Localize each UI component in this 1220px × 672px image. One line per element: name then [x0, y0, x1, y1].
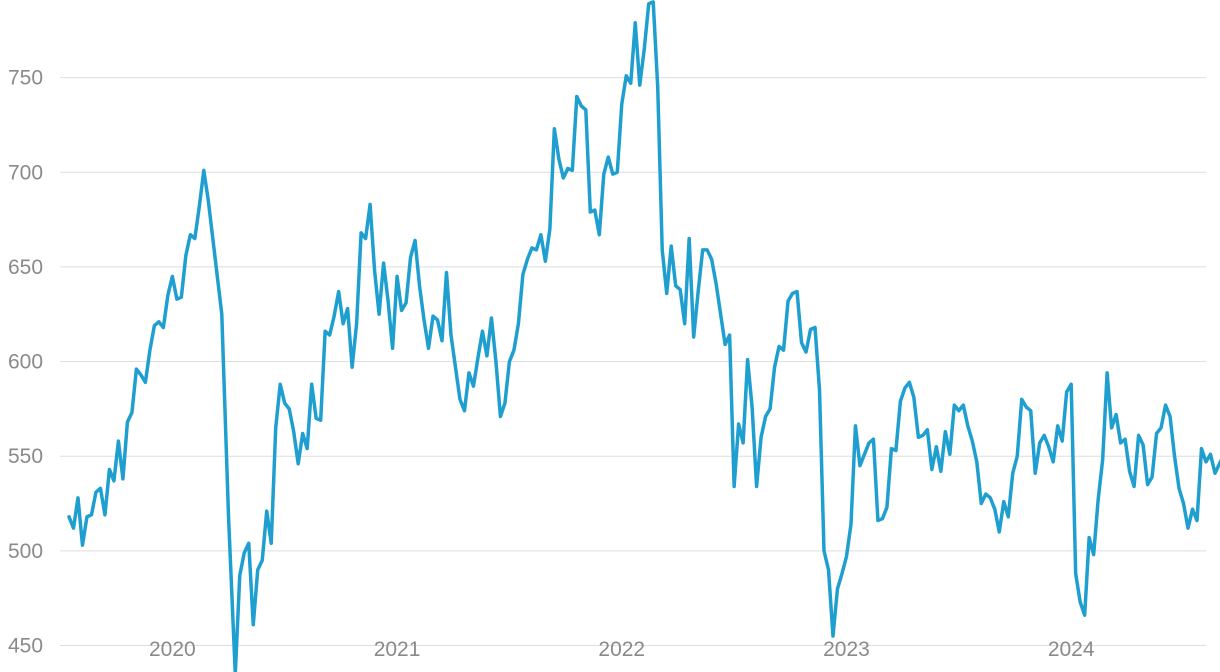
- x-tick-label: 2022: [598, 638, 645, 661]
- x-tick-label: 2021: [374, 638, 421, 661]
- x-tick-label: 2023: [823, 638, 870, 661]
- series-line-1: [67, 0, 1220, 672]
- y-tick-label: 700: [8, 161, 43, 184]
- x-axis-tick-labels: 2020 2021 2022 2023 2024: [149, 638, 1095, 661]
- gridlines: [60, 77, 1206, 646]
- y-tick-label: 450: [8, 634, 43, 657]
- y-tick-label: 600: [8, 351, 43, 374]
- series-layer: [67, 0, 1220, 672]
- x-tick-label: 2020: [149, 638, 196, 661]
- x-tick-label: 2024: [1048, 638, 1095, 661]
- y-tick-label: 500: [8, 540, 43, 563]
- y-tick-label: 750: [8, 67, 43, 90]
- y-tick-label: 650: [8, 256, 43, 279]
- y-axis-tick-labels: 450 500 550 600 650 700 750: [8, 67, 43, 658]
- y-tick-label: 550: [8, 445, 43, 468]
